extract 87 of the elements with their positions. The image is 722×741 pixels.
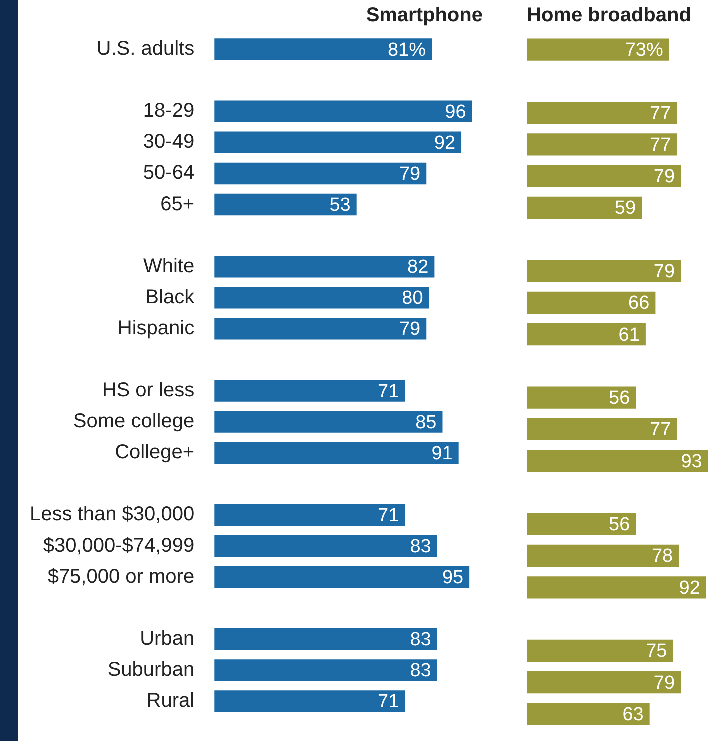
data-label: 82 [408, 257, 429, 278]
data-label: 77 [650, 134, 672, 156]
data-label: 83 [410, 536, 432, 558]
bar [527, 513, 636, 536]
bar [214, 660, 438, 682]
bar [214, 132, 462, 154]
bar [214, 442, 459, 464]
data-label: 79 [399, 319, 421, 340]
bar [527, 165, 682, 188]
bar [527, 134, 678, 156]
bar [527, 544, 680, 568]
data-label: 59 [614, 198, 636, 220]
bar [214, 504, 406, 526]
data-label: 96 [445, 102, 466, 123]
data-label: 79 [654, 166, 676, 188]
data-label: 79 [654, 672, 676, 694]
y-tick-label: Less than $30,000 [30, 504, 195, 526]
bar [527, 703, 650, 726]
data-label: 66 [628, 293, 650, 314]
data-label: 93 [681, 451, 702, 472]
bar [214, 380, 406, 402]
data-label: 92 [679, 578, 700, 599]
bar [214, 411, 443, 433]
data-label: 85 [416, 412, 437, 434]
bar [527, 196, 642, 220]
bar [527, 292, 656, 314]
data-label: 91 [432, 443, 453, 464]
data-label: 56 [609, 514, 630, 536]
bar [214, 287, 430, 309]
y-tick-label: 18-29 [143, 100, 195, 122]
y-tick-label: $30,000-$74,999 [43, 534, 195, 557]
bar [214, 628, 438, 650]
data-label: 95 [442, 568, 464, 589]
bar [527, 576, 706, 599]
y-tick-label: Urban [140, 628, 195, 650]
data-label: 75 [646, 641, 668, 662]
chart-title: Home broadband [527, 4, 692, 27]
data-label: 71 [378, 692, 400, 713]
bar [527, 450, 708, 472]
y-tick-label: Hispanic [118, 317, 195, 340]
bar [214, 535, 438, 558]
data-label: 80 [402, 288, 424, 310]
bar [527, 671, 682, 694]
data-label: 53 [330, 194, 351, 216]
y-tick-label: 50-64 [143, 162, 195, 184]
bar [214, 690, 406, 712]
y-tick-label: 65+ [160, 193, 195, 216]
bar [214, 256, 435, 278]
bar [214, 194, 357, 216]
bar [527, 38, 670, 61]
data-label: 78 [652, 546, 674, 568]
y-tick-label: College+ [115, 442, 195, 464]
y-tick-label: 30-49 [143, 131, 195, 154]
bar [527, 418, 678, 441]
y-tick-label: HS or less [102, 380, 195, 402]
y-tick-label: Black [146, 286, 196, 308]
y-tick-label: $75,000 or more [48, 566, 195, 588]
data-label: 77 [650, 103, 672, 124]
data-label: 56 [609, 388, 630, 410]
data-label: 71 [378, 505, 400, 526]
chart-title: Smartphone [366, 4, 483, 27]
data-label: 79 [654, 262, 676, 283]
data-label: 63 [622, 704, 644, 726]
y-tick-label: White [143, 255, 195, 278]
y-tick-label: Rural [146, 690, 195, 712]
bar [527, 323, 646, 346]
data-label: 92 [434, 132, 456, 154]
bar [214, 38, 432, 60]
bar [527, 260, 682, 282]
data-label: 81% [388, 40, 426, 61]
y-tick-label: U.S. adults [96, 38, 195, 60]
data-label: 83 [410, 660, 432, 682]
bar [527, 640, 674, 662]
data-label: 79 [399, 164, 421, 185]
y-tick-label: Suburban [108, 658, 195, 681]
bar [214, 318, 427, 340]
bar [527, 102, 678, 124]
bar [527, 386, 636, 409]
data-label: 83 [410, 630, 432, 651]
bar [214, 566, 470, 588]
data-label: 77 [650, 420, 672, 441]
data-label: 71 [378, 381, 400, 402]
data-label: 61 [618, 324, 640, 346]
bar [214, 100, 472, 122]
bar [214, 162, 427, 185]
y-tick-label: Some college [73, 410, 195, 433]
data-label: 73% [625, 40, 664, 62]
